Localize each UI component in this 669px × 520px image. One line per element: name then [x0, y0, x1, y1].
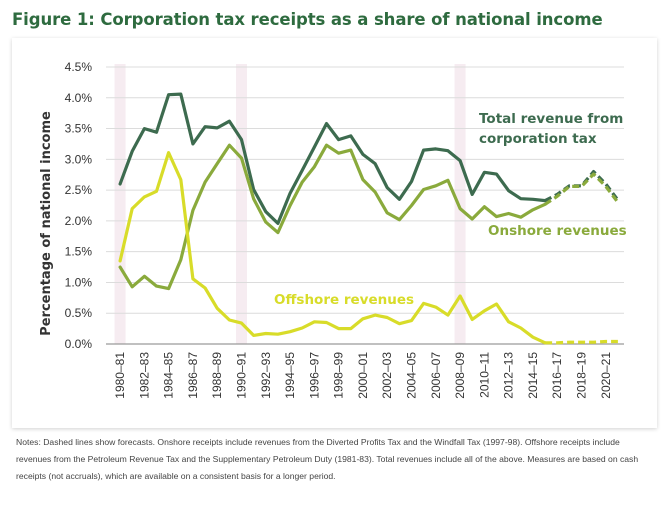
- x-tick-label: 1996–97: [307, 352, 321, 399]
- series-forecast-line-1: [544, 172, 620, 206]
- x-tick-label: 1992–93: [259, 352, 273, 399]
- chart-notes: Notes: Dashed lines show forecasts. Onsh…: [16, 437, 639, 481]
- line-chart: 0.0% 0.5% 1.0% 1.5% 2.0% 2.5% 3.0% 3.5% 4.0% 4.5%…: [39, 60, 627, 399]
- y-tick-label: 4.0%: [65, 91, 93, 105]
- figure-title: Figure 1: Corporation tax receipts as a …: [12, 10, 603, 29]
- x-tick-label: 1998–99: [332, 352, 346, 399]
- y-tick-label: 1.0%: [65, 275, 93, 289]
- recession-band: [114, 64, 126, 344]
- y-tick-label: 1.5%: [65, 245, 93, 259]
- x-tick-label: 1988–89: [210, 352, 224, 399]
- x-tick-label: 1986–87: [186, 352, 200, 399]
- y-tick-label: 3.5%: [65, 122, 93, 136]
- series-line-2: [118, 150, 547, 345]
- y-tick-label: 2.5%: [65, 183, 93, 197]
- x-tick-label: 2002–03: [380, 352, 394, 399]
- series-label: corporation tax: [479, 131, 597, 147]
- y-tick-label: 0.0%: [65, 337, 93, 351]
- y-tick-label: 3.0%: [65, 152, 93, 166]
- x-tick-label: 2004–05: [405, 352, 419, 399]
- x-tick-label: 1982–83: [137, 352, 151, 399]
- x-tick-label: 1990–91: [235, 352, 249, 399]
- x-tick-label: 1984–85: [162, 352, 176, 399]
- x-tick-label: 2020–21: [599, 352, 613, 399]
- y-tick-label: 0.5%: [65, 306, 93, 320]
- series-line-0: [118, 92, 547, 225]
- recession-band: [454, 64, 466, 344]
- y-tick-label: 4.5%: [65, 60, 93, 74]
- x-tick-label: 2016–17: [550, 352, 564, 399]
- chart-panel: 0.0% 0.5% 1.0% 1.5% 2.0% 2.5% 3.0% 3.5% 4.0% 4.5%…: [12, 38, 657, 428]
- x-tick-label: 2014–15: [526, 352, 540, 399]
- recession-band: [236, 64, 247, 344]
- series-label: Offshore revenues: [274, 292, 414, 308]
- x-tick-label: 2010–11: [477, 352, 491, 398]
- x-tick-label: 2006–07: [429, 352, 443, 399]
- x-tick-label: 2008–09: [453, 352, 467, 399]
- series-forecast-line-2: [545, 339, 618, 345]
- x-tick-label: 1994–95: [283, 352, 297, 399]
- series-label: Total revenue from: [479, 111, 623, 127]
- series-label: Onshore revenues: [488, 223, 627, 239]
- series-line-1: [118, 143, 547, 291]
- x-tick-label: 2018–19: [575, 352, 589, 399]
- y-axis-label: Percentage of national income: [39, 111, 54, 336]
- y-tick-label: 2.0%: [65, 214, 93, 228]
- x-tick-label: 1980–81: [113, 352, 127, 399]
- x-tick-label: 2000–01: [356, 352, 370, 399]
- x-tick-label: 2012–13: [502, 352, 516, 399]
